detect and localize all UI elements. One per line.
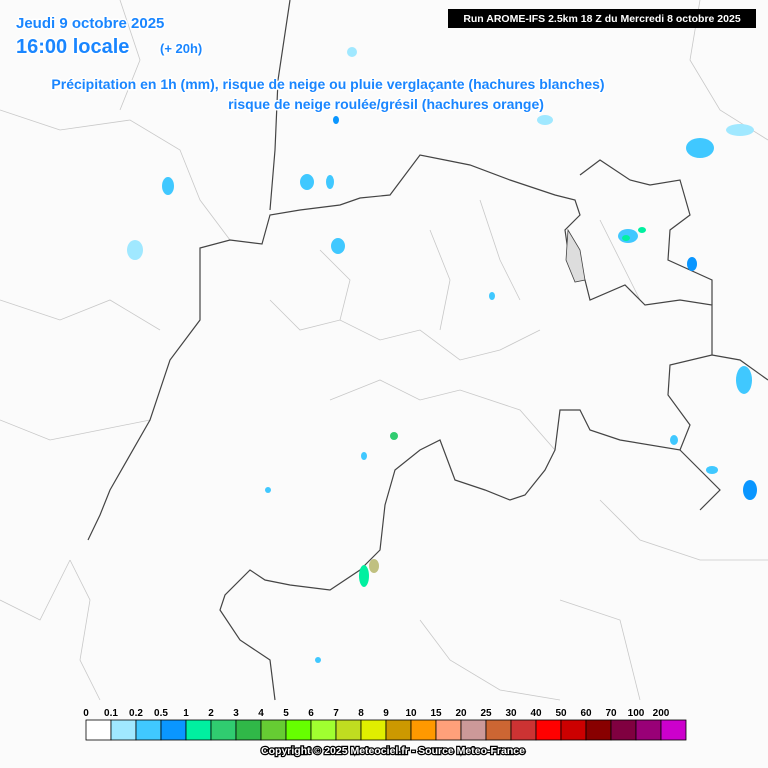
- legend-swatch: [85, 719, 112, 741]
- legend-label: 0: [83, 708, 89, 719]
- legend-swatch: [160, 719, 187, 741]
- switzerland-border: [87, 154, 713, 701]
- rain-cell: [638, 227, 646, 233]
- legend-swatch: [135, 719, 162, 741]
- legend-label: 50: [555, 708, 567, 719]
- rain-cell: [333, 116, 339, 124]
- legend-swatch: [210, 719, 237, 741]
- rain-cell: [162, 177, 174, 195]
- lead-time: (+ 20h): [160, 41, 202, 56]
- rain-cell: [489, 292, 495, 300]
- legend-label: 1: [183, 708, 189, 719]
- legend-swatch: [260, 719, 287, 741]
- legend-label: 60: [580, 708, 592, 719]
- legend-label: 3: [233, 708, 239, 719]
- legend-swatch: [560, 719, 587, 741]
- country-borders: [87, 0, 768, 701]
- rain-cell: [326, 175, 334, 189]
- legend-label: 5: [283, 708, 289, 719]
- rain-cell: [687, 257, 697, 271]
- rain-cell: [127, 240, 143, 260]
- legend-label: 100: [628, 708, 645, 719]
- run-label: Run AROME-IFS 2.5km 18 Z du Mercredi 8 o…: [463, 13, 741, 25]
- legend-label: 20: [455, 708, 467, 719]
- title-line: risque de neige roulée/grésil (hachures …: [228, 96, 544, 112]
- liechtenstein: [565, 228, 586, 283]
- legend-label: 15: [430, 708, 442, 719]
- legend-swatch: [185, 719, 212, 741]
- legend-label: 0.1: [104, 708, 118, 719]
- legend-swatch: [235, 719, 262, 741]
- legend-label: 30: [505, 708, 517, 719]
- legend-label: 9: [383, 708, 389, 719]
- legend-swatch: [310, 719, 337, 741]
- legend-swatch: [360, 719, 387, 741]
- legend-label: 200: [653, 708, 670, 719]
- title-line: Précipitation en 1h (mm), risque de neig…: [51, 76, 604, 92]
- legend-swatch: [335, 719, 362, 741]
- rain-cell: [743, 480, 757, 500]
- local-time: 16:00 locale: [16, 36, 129, 58]
- header: Jeudi 9 octobre 2025 16:00 locale (+ 20h…: [15, 9, 756, 114]
- rain-cell: [706, 466, 718, 474]
- rain-cell: [390, 432, 398, 440]
- date: Jeudi 9 octobre 2025: [16, 15, 164, 32]
- run-box: [448, 9, 756, 28]
- rain-cell: [726, 124, 754, 136]
- rain-cell: [622, 235, 630, 241]
- copyright: Copyright © 2025 Meteociel.fr - Source M…: [261, 745, 525, 757]
- rain-cell: [347, 47, 357, 57]
- legend-label: 4: [258, 708, 264, 719]
- legend-label: 2: [208, 708, 214, 719]
- rain-cell: [300, 174, 314, 190]
- rain-cell: [265, 487, 271, 493]
- minor-borders: [0, 0, 768, 701]
- legend-swatch: [535, 719, 562, 741]
- legend-swatch: [110, 719, 137, 741]
- legend-label: 0.2: [129, 708, 143, 719]
- rain-cell: [315, 657, 321, 663]
- legend: 0 0.1 0.2 0.5 1 2 3 4 5 6 7 8 9 10 15 20 25 30 40 50 60 70 100…: [82, 707, 687, 741]
- legend-label: 0.5: [154, 708, 168, 719]
- legend-label: 40: [530, 708, 542, 719]
- rain-cell: [361, 452, 367, 460]
- legend-swatch: [510, 719, 537, 741]
- rain-cell: [670, 435, 678, 445]
- legend-label: 70: [605, 708, 617, 719]
- legend-swatch: [385, 719, 412, 741]
- legend-swatch: [485, 719, 512, 741]
- legend-swatch: [285, 719, 312, 741]
- rain-cell: [686, 138, 714, 158]
- legend-label: 8: [358, 708, 364, 719]
- legend-swatch: [635, 719, 662, 741]
- country-border: [269, 0, 768, 511]
- legend-swatch: [410, 719, 437, 741]
- legend-swatch: [435, 719, 462, 741]
- legend-label: 25: [480, 708, 492, 719]
- legend-swatch: [585, 719, 612, 741]
- legend-swatch: [460, 719, 487, 741]
- legend-label: 6: [308, 708, 314, 719]
- legend-swatch: [660, 719, 687, 741]
- rain-cell: [736, 366, 752, 394]
- legend-swatch: [610, 719, 637, 741]
- legend-label: 7: [333, 708, 339, 719]
- hail-hatch: [369, 559, 379, 573]
- legend-label: 10: [405, 708, 417, 719]
- precipitation: [127, 47, 757, 663]
- region-border: [0, 0, 768, 701]
- rain-cell: [331, 238, 345, 254]
- rain-cell: [537, 115, 553, 125]
- rain-cell: [359, 565, 369, 587]
